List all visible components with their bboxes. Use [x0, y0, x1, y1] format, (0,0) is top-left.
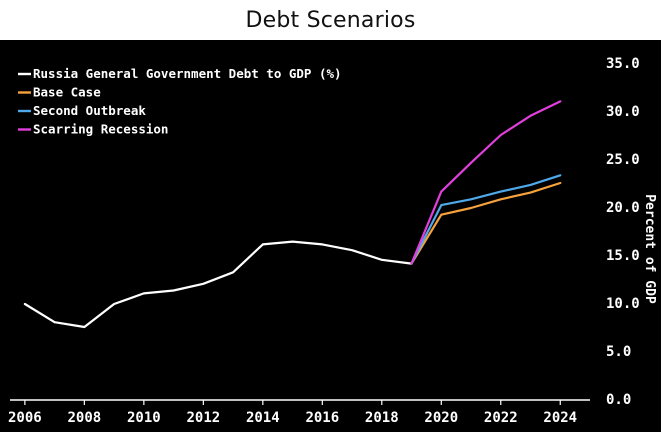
chart-title: Debt Scenarios: [245, 7, 416, 33]
axis-layer: 2006 2008 2010 2012 2014 2016 2018 2020 2022 2024…: [8, 56, 657, 426]
y-tick-label: 20.0: [606, 200, 640, 216]
legend-label: Scarring Recession: [33, 122, 168, 137]
y-tick-label: 15.0: [606, 248, 640, 264]
series-line-3: [410, 100, 562, 265]
series-line-0: [23, 240, 413, 329]
y-tick-label: 25.0: [606, 152, 640, 168]
chart-area: 2006 2008 2010 2012 2014 2016 2018 2020 2022 2024…: [0, 40, 661, 432]
x-tick-label: 2012: [186, 410, 220, 426]
x-tick-label: 2006: [8, 410, 42, 426]
legend-label: Second Outbreak: [33, 103, 146, 118]
x-tick-label: 2010: [127, 410, 161, 426]
y-tick-label: 35.0: [606, 56, 640, 72]
y-tick-label: 10.0: [606, 296, 640, 312]
y-tick-label: 30.0: [606, 104, 640, 120]
y-tick-label: 5.0: [606, 344, 631, 360]
legend-label: Russia General Government Debt to GDP (%…: [33, 66, 342, 81]
series-line-1: [410, 181, 562, 265]
title-band: Debt Scenarios: [0, 0, 661, 40]
x-tick-label: 2014: [246, 410, 280, 426]
legend: Russia General Government Debt to GDP (%…: [18, 66, 342, 137]
debt-scenarios-chart: 2006 2008 2010 2012 2014 2016 2018 2020 2022 2024…: [8, 56, 657, 426]
x-tick-label: 2020: [424, 410, 458, 426]
series-layer: [23, 100, 562, 329]
x-tick-label: 2024: [543, 410, 577, 426]
y-axis-title: Percent of GDP: [642, 194, 657, 304]
x-tick-label: 2008: [67, 410, 101, 426]
x-tick-label: 2018: [365, 410, 399, 426]
legend-label: Base Case: [33, 85, 101, 100]
series-line-2: [410, 174, 562, 265]
y-tick-label: 0.0: [606, 392, 631, 408]
x-tick-label: 2022: [484, 410, 518, 426]
x-tick-label: 2016: [305, 410, 339, 426]
